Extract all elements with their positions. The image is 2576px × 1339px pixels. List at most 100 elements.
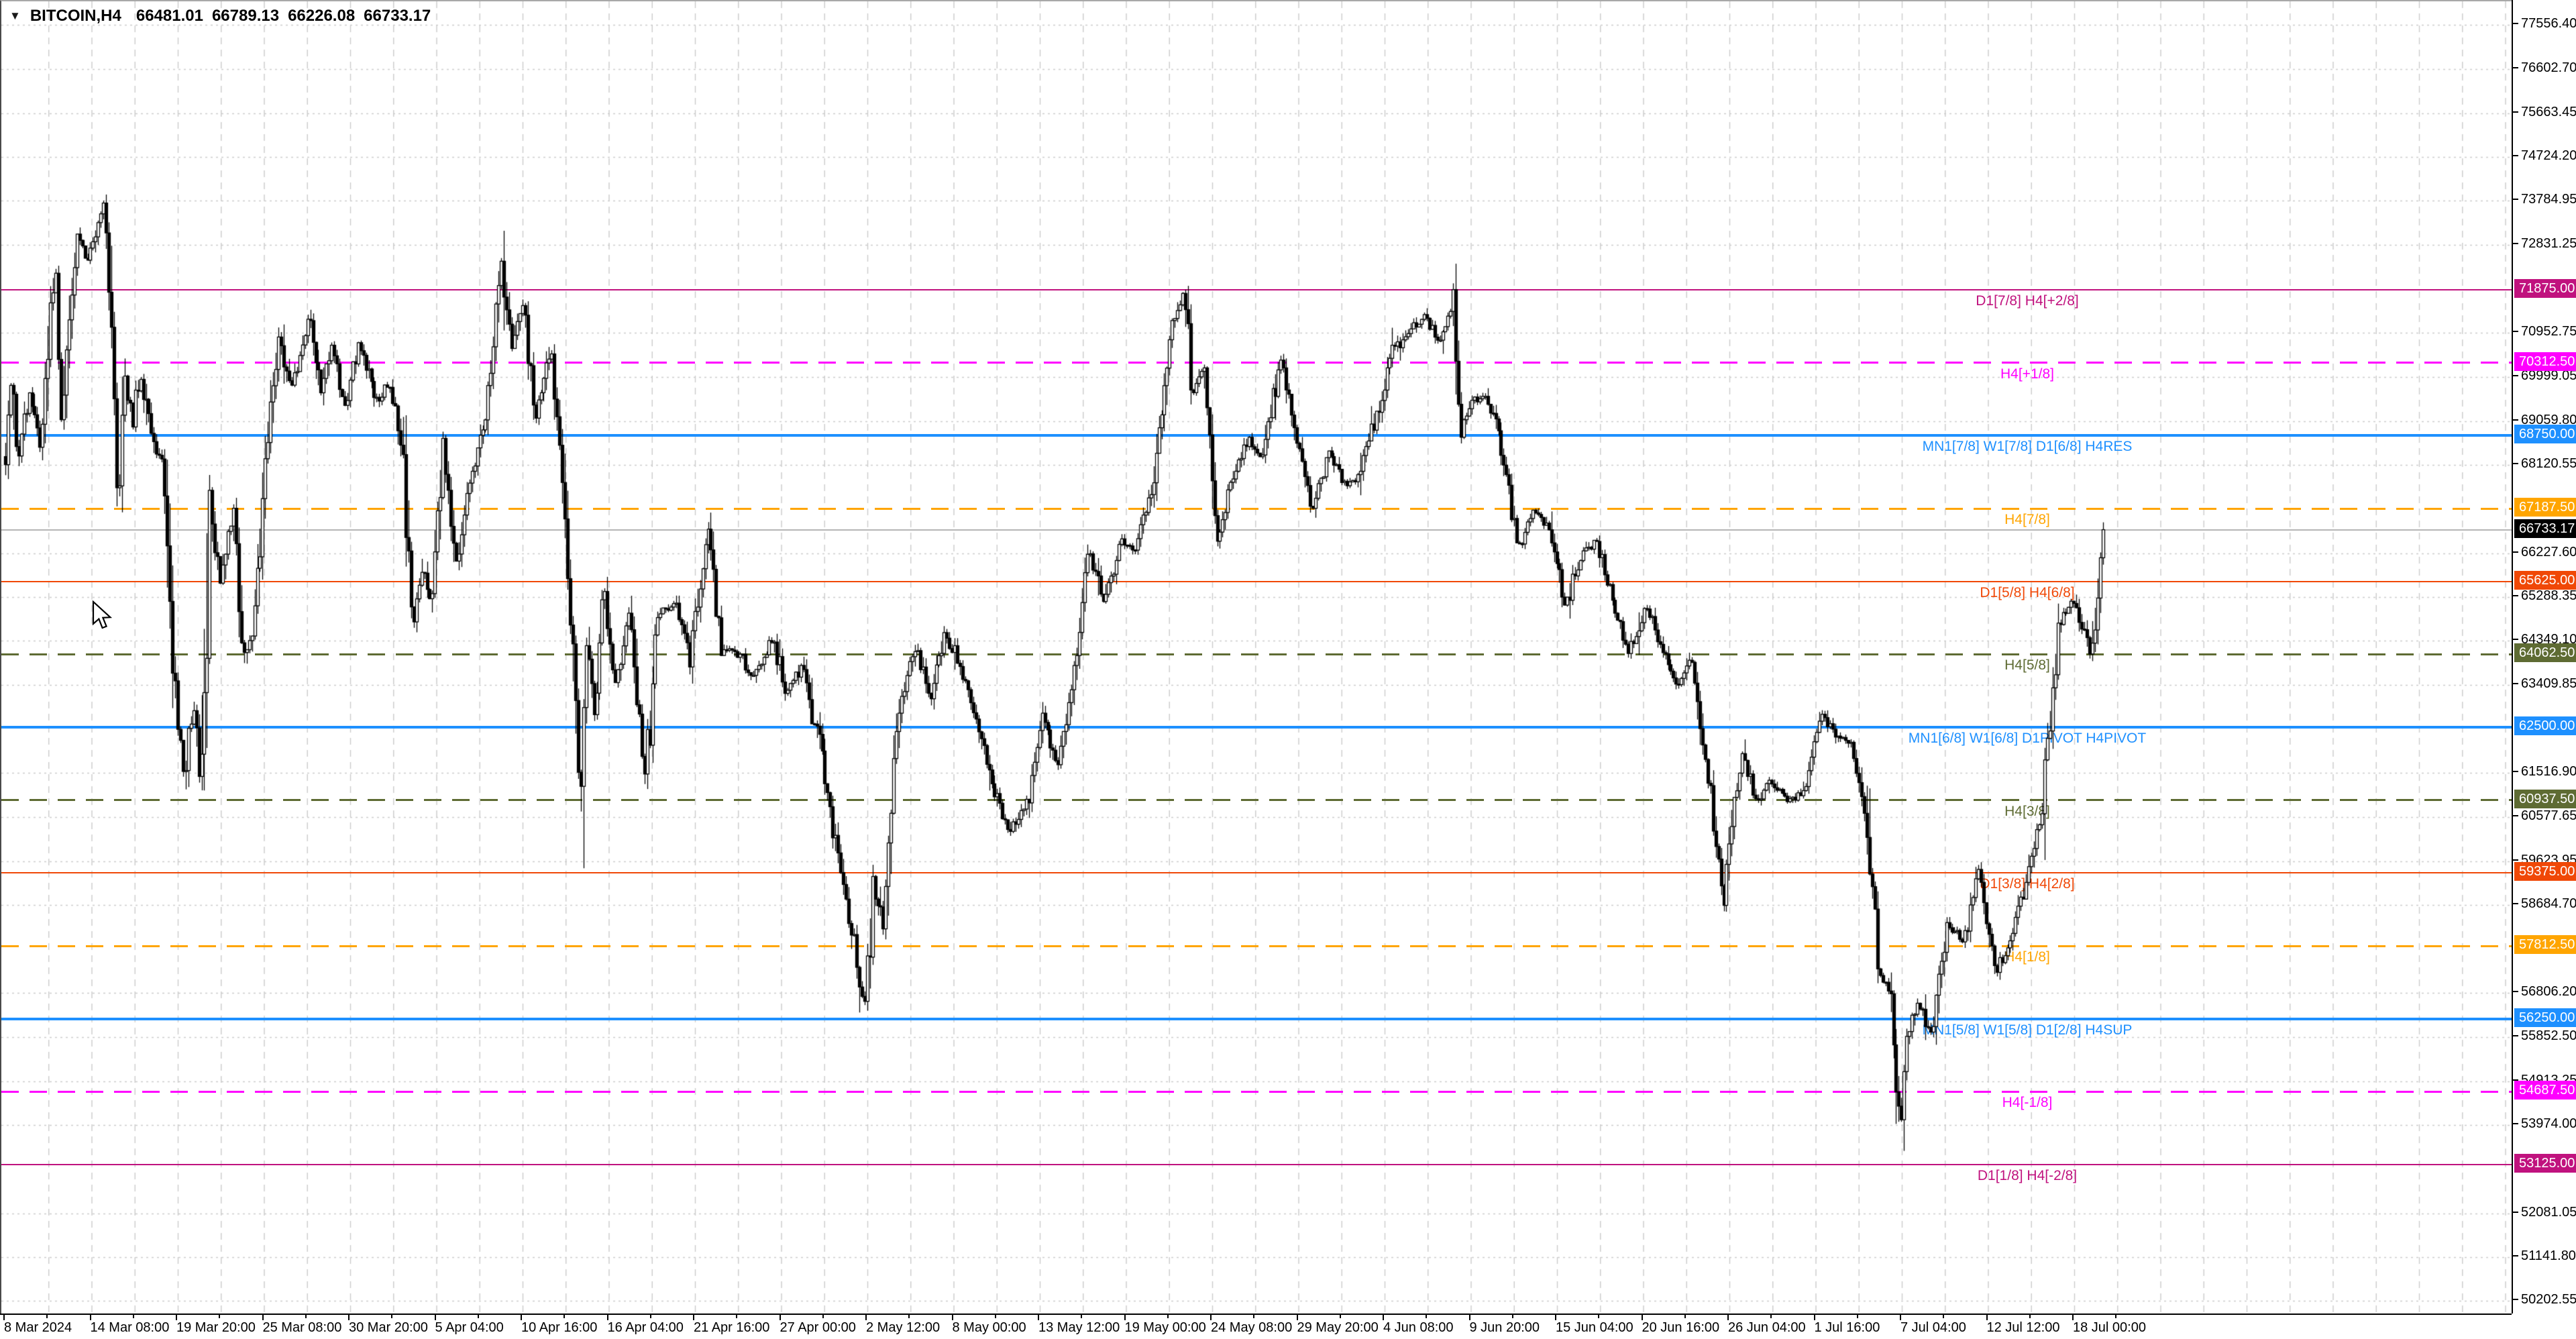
time-minor-tick-mark	[305, 1315, 307, 1318]
time-tick-label: 10 Apr 16:00	[521, 1320, 598, 1335]
price-tick-mark	[2513, 814, 2518, 816]
price-tick-label: 69999.05	[2521, 368, 2576, 384]
murrey-level-line[interactable]	[1, 653, 2512, 655]
time-tick-label: 4 Jun 08:00	[1383, 1320, 1454, 1335]
price-tick-label: 50202.55	[2521, 1292, 2576, 1307]
price-tick-mark	[2513, 595, 2518, 597]
price-tick-mark	[2513, 111, 2518, 113]
price-level-badge: 71875.00	[2514, 279, 2576, 298]
time-minor-tick-mark	[477, 1315, 479, 1318]
time-axis[interactable]: 8 Mar 2024 14 Mar 08:00 19 Mar 20:00 25 Mar…	[0, 1314, 2576, 1339]
time-tick-label: 26 Jun 04:00	[1728, 1320, 1806, 1335]
murrey-level-label: H4[7/8]	[2004, 512, 2050, 527]
price-tick-label: 73784.95	[2521, 192, 2576, 207]
price-level-badge: 70312.50	[2514, 352, 2576, 371]
time-tick-label: 18 Jul 00:00	[2073, 1320, 2146, 1335]
time-tick-label: 14 Mar 08:00	[90, 1320, 170, 1335]
time-minor-tick-mark	[1167, 1315, 1169, 1318]
time-tick-label: 8 Mar 2024	[4, 1320, 72, 1335]
time-tick-mark	[262, 1315, 264, 1320]
murrey-level-label: D1[1/8] H4[-2/8]	[1977, 1168, 2078, 1183]
murrey-level-label: D1[5/8] H4[6/8]	[1980, 584, 2075, 600]
murrey-level-line[interactable]	[1, 362, 2512, 364]
murrey-level-line[interactable]	[1, 872, 2512, 874]
mouse-cursor-icon	[92, 600, 113, 629]
time-minor-tick-mark	[1684, 1315, 1686, 1318]
time-tick-label: 20 Jun 16:00	[1642, 1320, 1720, 1335]
murrey-level-line[interactable]	[1, 1164, 2512, 1165]
price-tick-mark	[2513, 463, 2518, 465]
price-tick-label: 69059.80	[2521, 412, 2576, 427]
time-tick-mark	[606, 1315, 608, 1320]
price-level-badge: 66733.17	[2514, 519, 2576, 538]
time-minor-tick-mark	[649, 1315, 651, 1318]
time-tick-mark	[89, 1315, 91, 1320]
murrey-level-line[interactable]	[1, 580, 2512, 582]
price-tick-mark	[2513, 639, 2518, 641]
time-minor-tick-mark	[1339, 1315, 1341, 1318]
time-tick-mark	[865, 1315, 867, 1320]
price-tick-mark	[2513, 1299, 2518, 1301]
price-level-badge: 65625.00	[2514, 570, 2576, 590]
time-tick-mark	[1727, 1315, 1729, 1320]
murrey-level-label: MN1[6/8] W1[6/8] D1PIVOT H4PIVOT	[1908, 731, 2147, 746]
time-minor-tick-mark	[822, 1315, 824, 1318]
time-minor-tick-mark	[1081, 1315, 1083, 1318]
time-minor-tick-mark	[1511, 1315, 1513, 1318]
time-tick-label: 5 Apr 04:00	[435, 1320, 504, 1335]
murrey-level-line[interactable]	[1, 289, 2512, 290]
time-minor-tick-mark	[908, 1315, 910, 1318]
murrey-level-label: H4[-1/8]	[2002, 1095, 2053, 1111]
price-tick-mark	[2513, 551, 2518, 553]
murrey-level-label: D1[3/8] H4[2/8]	[1980, 876, 2075, 892]
price-tick-mark	[2513, 419, 2518, 421]
murrey-level-line[interactable]	[1, 507, 2512, 510]
time-tick-label: 30 Mar 20:00	[349, 1320, 428, 1335]
murrey-level-line[interactable]	[1, 726, 2512, 729]
murrey-level-line[interactable]	[1, 434, 2512, 437]
time-tick-label: 16 Apr 04:00	[607, 1320, 684, 1335]
open-value: 66481.01	[136, 7, 203, 25]
time-tick-label: 21 Apr 16:00	[694, 1320, 770, 1335]
time-tick-label: 29 May 20:00	[1297, 1320, 1379, 1335]
murrey-level-label: MN1[5/8] W1[5/8] D1[2/8] H4SUP	[1922, 1022, 2133, 1038]
high-value: 66789.13	[211, 7, 280, 25]
murrey-level-line[interactable]	[1, 945, 2512, 947]
price-tick-mark	[2513, 859, 2518, 861]
time-minor-tick-mark	[46, 1315, 48, 1318]
murrey-levels-layer: D1[7/8] H4[+2/8] H4[+1/8] MN1[7/8] W1[7/8]…	[1, 1, 2512, 1314]
time-tick-mark	[1986, 1315, 1988, 1320]
murrey-level-line[interactable]	[1, 1090, 2512, 1093]
price-tick-label: 61516.90	[2521, 764, 2576, 780]
price-tick-mark	[2513, 1122, 2518, 1124]
time-tick-mark	[1900, 1315, 1901, 1320]
price-tick-label: 72831.25	[2521, 236, 2576, 252]
price-tick-mark	[2513, 243, 2518, 245]
time-minor-tick-mark	[1253, 1315, 1255, 1318]
time-tick-mark	[1038, 1315, 1039, 1320]
time-tick-label: 13 May 12:00	[1038, 1320, 1120, 1335]
time-tick-mark	[434, 1315, 436, 1320]
murrey-level-line[interactable]	[1, 799, 2512, 802]
time-tick-mark	[3, 1315, 5, 1320]
bid-price-line	[1, 529, 2512, 531]
chart-plot-area[interactable]: D1[7/8] H4[+2/8] H4[+1/8] MN1[7/8] W1[7/8]…	[0, 0, 2512, 1314]
price-tick-label: 66227.60	[2521, 544, 2576, 559]
price-tick-label: 52081.05	[2521, 1204, 2576, 1220]
price-tick-mark	[2513, 1211, 2518, 1213]
murrey-level-label: D1[7/8] H4[+2/8]	[1976, 293, 2079, 309]
price-axis[interactable]: 77556.40 76602.70 75663.45 74724.20 73784.95…	[2512, 0, 2576, 1314]
murrey-level-line[interactable]	[1, 1017, 2512, 1020]
price-tick-label: 65288.35	[2521, 588, 2576, 604]
price-tick-label: 60577.65	[2521, 808, 2576, 823]
symbol-dropdown-triangle-icon: ▼	[9, 9, 21, 22]
price-level-badge: 68750.00	[2514, 425, 2576, 444]
price-tick-label: 74724.20	[2521, 148, 2576, 163]
time-minor-tick-mark	[132, 1315, 134, 1318]
time-tick-mark	[693, 1315, 694, 1320]
time-tick-label: 25 Mar 08:00	[262, 1320, 342, 1335]
price-tick-mark	[2513, 1035, 2518, 1037]
time-tick-mark	[1296, 1315, 1298, 1320]
price-tick-label: 56806.20	[2521, 983, 2576, 999]
time-tick-mark	[176, 1315, 177, 1320]
